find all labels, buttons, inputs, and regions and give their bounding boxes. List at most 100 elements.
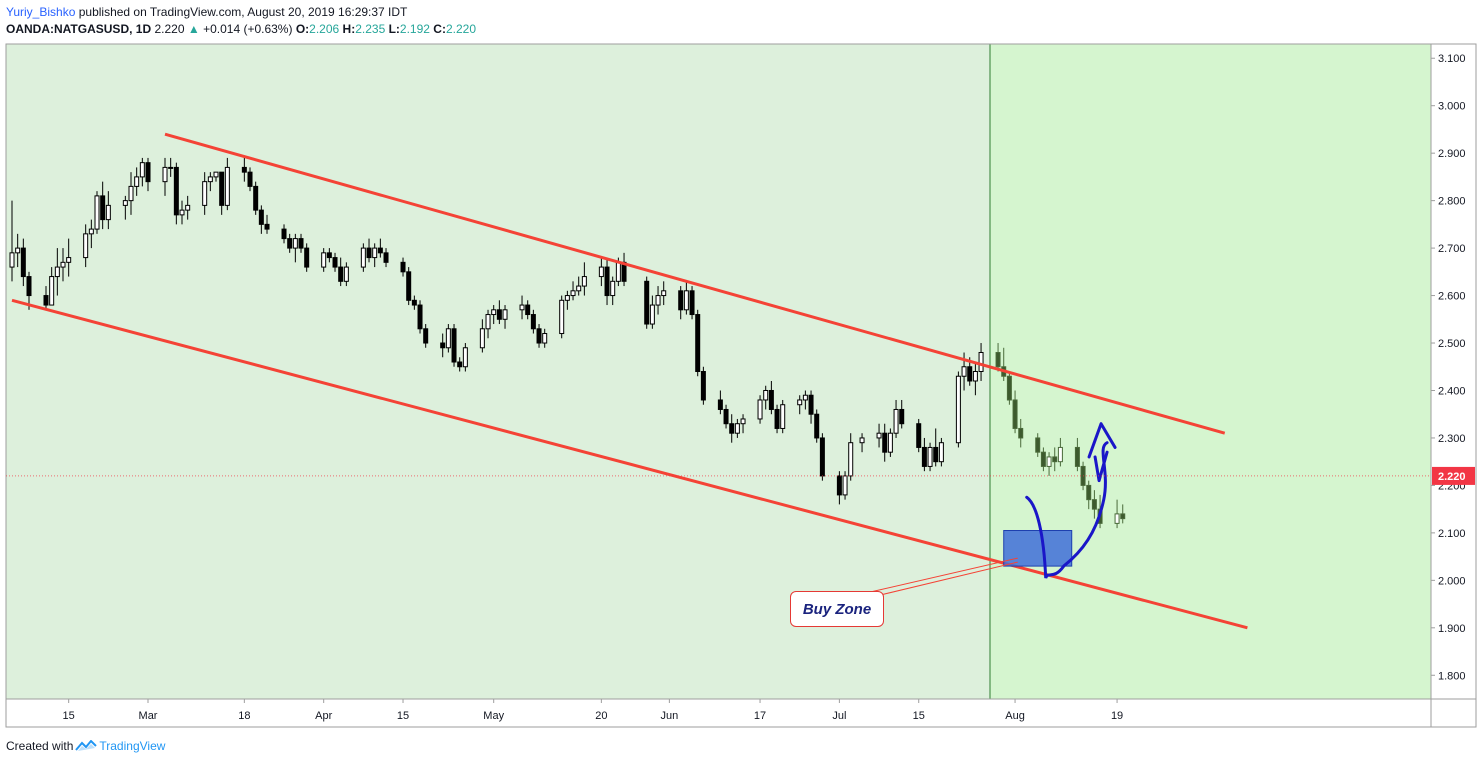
price-tick-label: 2.500 bbox=[1438, 338, 1466, 350]
price-tick-label: 2.600 bbox=[1438, 291, 1466, 303]
candle bbox=[700, 366, 706, 405]
candle bbox=[168, 157, 174, 177]
candle bbox=[15, 233, 21, 268]
candle-body bbox=[185, 204, 191, 211]
candle-body bbox=[525, 304, 531, 316]
candle-body bbox=[502, 309, 508, 320]
candle-body bbox=[717, 399, 723, 410]
candle bbox=[139, 157, 145, 187]
candle-body bbox=[145, 162, 151, 183]
candle-body bbox=[49, 276, 55, 306]
tradingview-link[interactable]: TradingView bbox=[75, 739, 165, 753]
candle bbox=[60, 248, 66, 282]
candle bbox=[995, 343, 1001, 372]
change-value: +0.014 (+0.63%) bbox=[203, 22, 293, 36]
candle bbox=[836, 471, 842, 505]
candle-body bbox=[173, 166, 179, 216]
candle bbox=[604, 257, 610, 306]
tradingview-logo-icon bbox=[75, 740, 98, 751]
candle bbox=[292, 233, 298, 263]
publish-text: published on TradingView.com, August 20,… bbox=[78, 5, 408, 19]
candle bbox=[479, 319, 485, 353]
candle bbox=[298, 233, 304, 253]
candle bbox=[179, 200, 185, 225]
candle-body bbox=[83, 233, 89, 259]
candle-body bbox=[139, 162, 145, 178]
candle-body bbox=[292, 238, 298, 249]
candle-body bbox=[808, 394, 814, 415]
candle-body bbox=[859, 437, 865, 444]
candle bbox=[440, 333, 446, 358]
candle bbox=[848, 433, 854, 481]
time-tick-label: May bbox=[483, 710, 504, 722]
time-tick-label: 20 bbox=[595, 710, 607, 722]
candle-body bbox=[598, 266, 604, 278]
candle-body bbox=[734, 423, 740, 434]
candle bbox=[43, 286, 49, 310]
candle bbox=[576, 276, 582, 296]
candle bbox=[207, 172, 213, 192]
low-value: 2.192 bbox=[399, 22, 430, 36]
symbol-legend: OANDA:NATGASUSD, 1D 2.220 ▲ +0.014 (+0.6… bbox=[6, 22, 476, 36]
buy-zone-callout[interactable]: Buy Zone bbox=[790, 591, 884, 627]
candle bbox=[253, 181, 259, 215]
candle bbox=[411, 295, 417, 310]
candle bbox=[887, 428, 893, 457]
candle bbox=[819, 433, 825, 481]
candle-body bbox=[819, 437, 825, 477]
candle bbox=[224, 157, 230, 211]
candle-body bbox=[366, 247, 372, 259]
price-tick-label: 2.800 bbox=[1438, 196, 1466, 208]
candle bbox=[842, 471, 848, 500]
candle-body bbox=[343, 266, 349, 282]
candle-body bbox=[678, 290, 684, 311]
candle-body bbox=[264, 223, 270, 230]
candle-body bbox=[564, 295, 570, 301]
candle-body bbox=[581, 276, 587, 287]
time-tick-label: 19 bbox=[1111, 710, 1123, 722]
open-value: 2.206 bbox=[309, 22, 340, 36]
candle-body bbox=[967, 366, 973, 382]
candle-body bbox=[768, 389, 774, 410]
candle bbox=[972, 362, 978, 396]
candle-body bbox=[757, 399, 763, 420]
candle-body bbox=[1086, 484, 1092, 501]
candle-body bbox=[729, 423, 735, 434]
candle bbox=[955, 371, 961, 448]
candle-body bbox=[281, 228, 287, 240]
candle-body bbox=[411, 299, 417, 306]
chart-frame bbox=[5, 43, 1477, 728]
candle bbox=[1035, 433, 1041, 457]
candle-body bbox=[814, 413, 820, 439]
candle-body bbox=[326, 252, 332, 259]
candle-body bbox=[683, 290, 689, 311]
candle bbox=[882, 423, 888, 462]
candle-body bbox=[780, 404, 786, 429]
candle bbox=[1074, 437, 1080, 472]
candle bbox=[814, 409, 820, 443]
candle-body bbox=[122, 200, 128, 206]
candle-body bbox=[179, 209, 185, 216]
channel-lower-line bbox=[11, 298, 1248, 630]
candle bbox=[678, 286, 684, 320]
candle-body bbox=[462, 347, 468, 368]
last-price-badge bbox=[1432, 466, 1475, 485]
author-link[interactable]: Yuriy_Bishko bbox=[6, 5, 76, 19]
candle bbox=[321, 248, 327, 272]
candle bbox=[723, 404, 729, 429]
candle-body bbox=[241, 166, 247, 173]
candle bbox=[734, 418, 740, 438]
candle-body bbox=[457, 361, 463, 368]
candle-body bbox=[836, 475, 842, 496]
candle-body bbox=[253, 185, 259, 211]
candle-body bbox=[213, 171, 219, 178]
candle-body bbox=[774, 408, 780, 429]
candle bbox=[1086, 480, 1092, 510]
candle bbox=[649, 295, 655, 329]
candle-body bbox=[134, 176, 140, 187]
candle bbox=[202, 172, 208, 215]
candle bbox=[797, 395, 803, 415]
time-tick-label: 15 bbox=[63, 710, 75, 722]
candle bbox=[281, 224, 287, 244]
